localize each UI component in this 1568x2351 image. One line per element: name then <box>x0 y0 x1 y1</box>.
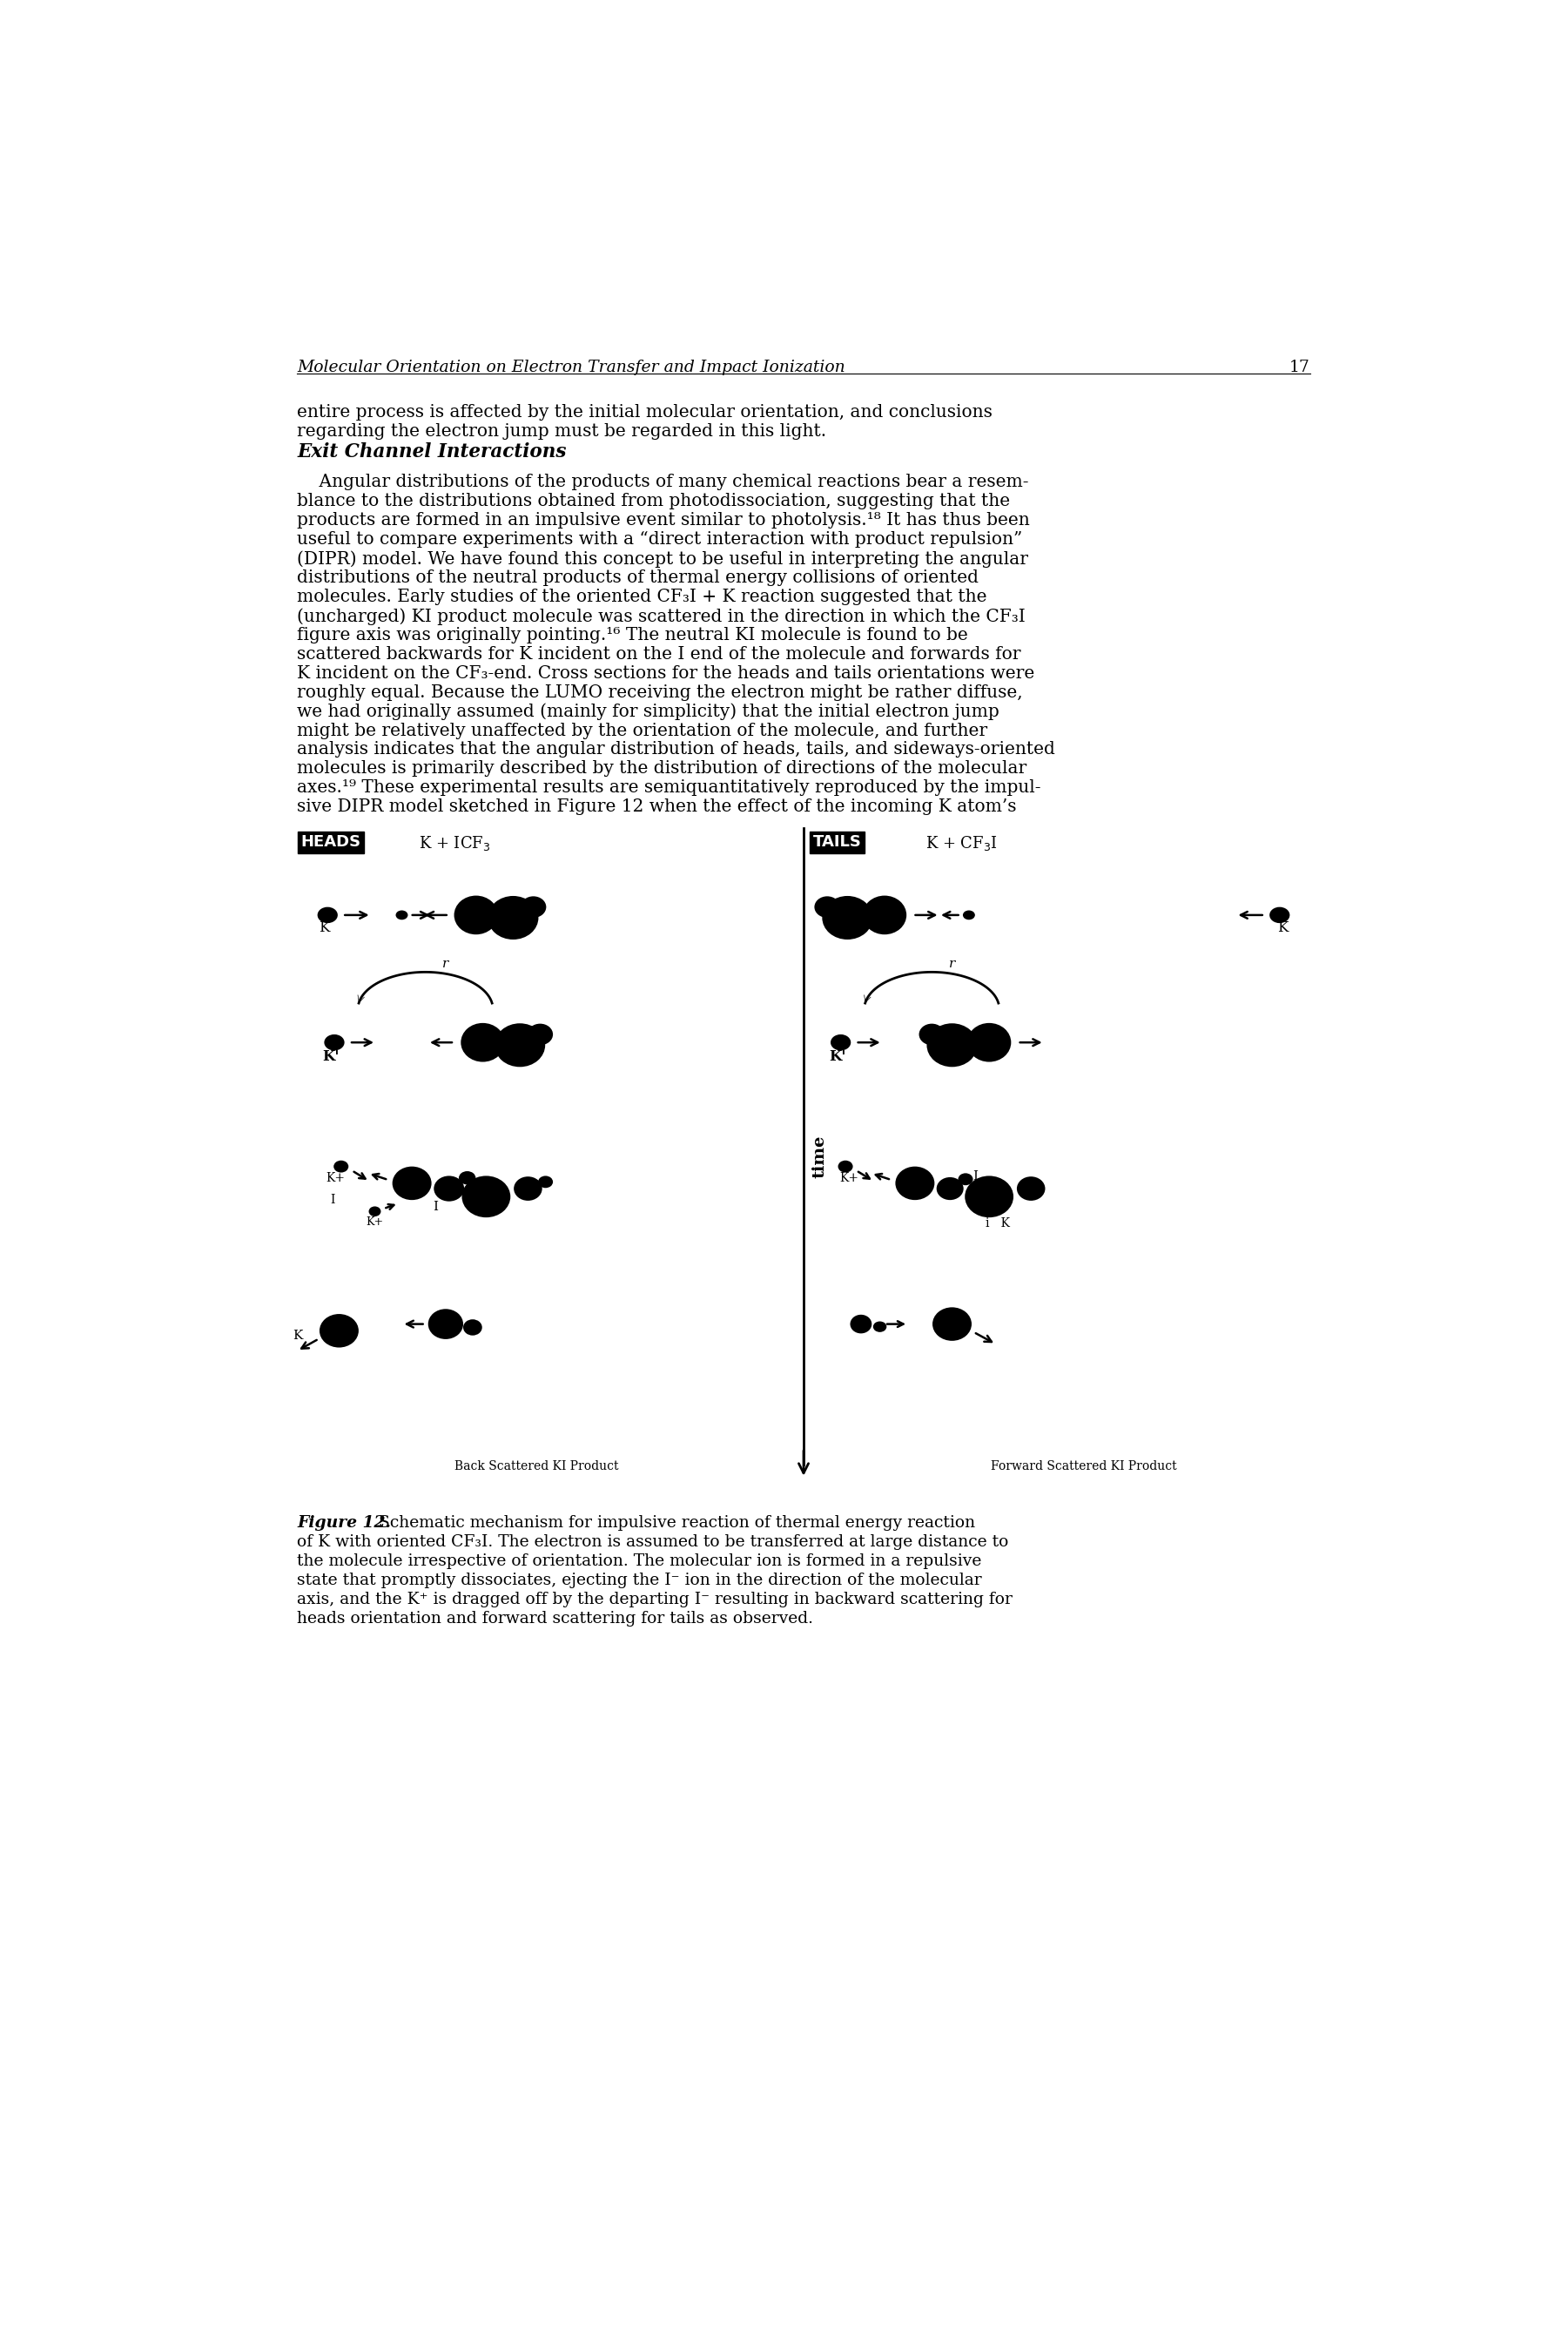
Ellipse shape <box>521 896 546 917</box>
Ellipse shape <box>527 1023 554 1046</box>
Text: K incident on the CF₃-end. Cross sections for the heads and tails orientations w: K incident on the CF₃-end. Cross section… <box>298 665 1035 682</box>
Text: Back Scattered KI Product: Back Scattered KI Product <box>455 1460 619 1472</box>
Ellipse shape <box>967 1023 1011 1063</box>
Ellipse shape <box>494 1023 546 1067</box>
Text: r: r <box>442 957 448 971</box>
Text: I: I <box>433 1201 437 1213</box>
Ellipse shape <box>822 896 873 940</box>
Ellipse shape <box>514 1176 543 1201</box>
Text: regarding the electron jump must be regarded in this light.: regarding the electron jump must be rega… <box>298 423 826 440</box>
Ellipse shape <box>933 1307 972 1340</box>
Ellipse shape <box>850 1314 872 1333</box>
Text: K: K <box>318 922 329 936</box>
Ellipse shape <box>862 896 906 933</box>
Ellipse shape <box>368 1206 381 1215</box>
Text: Forward Scattered KI Product: Forward Scattered KI Product <box>991 1460 1176 1472</box>
Ellipse shape <box>831 1034 851 1051</box>
Ellipse shape <box>1016 1176 1046 1201</box>
Text: I: I <box>974 1171 978 1183</box>
Text: Molecular Orientation on Electron Transfer and Impact Ionization: Molecular Orientation on Electron Transf… <box>298 360 845 374</box>
Text: K + CF$_3$I: K + CF$_3$I <box>925 835 997 853</box>
Text: analysis indicates that the angular distribution of heads, tails, and sideways-o: analysis indicates that the angular dist… <box>298 741 1055 757</box>
Ellipse shape <box>463 1319 481 1335</box>
Text: TAILS: TAILS <box>814 835 862 851</box>
Text: i   K: i K <box>986 1218 1010 1230</box>
Ellipse shape <box>488 896 538 940</box>
Ellipse shape <box>392 1166 431 1199</box>
Ellipse shape <box>873 1321 886 1333</box>
Text: blance to the distributions obtained from photodissociation, suggesting that the: blance to the distributions obtained fro… <box>298 494 1010 510</box>
Text: K': K' <box>323 1049 339 1065</box>
Text: might be relatively unaffected by the orientation of the molecule, and further: might be relatively unaffected by the or… <box>298 722 988 738</box>
Ellipse shape <box>334 1161 348 1173</box>
Text: axes.¹⁹ These experimental results are semiquantitatively reproduced by the impu: axes.¹⁹ These experimental results are s… <box>298 781 1041 797</box>
Text: HEADS: HEADS <box>301 835 361 851</box>
Ellipse shape <box>320 1314 359 1347</box>
Text: K: K <box>1278 922 1289 936</box>
Text: K: K <box>292 1328 303 1342</box>
Text: (DIPR) model. We have found this concept to be useful in interpreting the angula: (DIPR) model. We have found this concept… <box>298 550 1029 567</box>
Text: molecules. Early studies of the oriented CF₃I + K reaction suggested that the: molecules. Early studies of the oriented… <box>298 588 988 604</box>
Ellipse shape <box>895 1166 935 1199</box>
Text: useful to compare experiments with a “direct interaction with product repulsion”: useful to compare experiments with a “di… <box>298 531 1022 548</box>
Text: K+: K+ <box>365 1215 384 1227</box>
Ellipse shape <box>459 1171 475 1185</box>
Ellipse shape <box>538 1176 554 1187</box>
Text: 17: 17 <box>1289 360 1309 374</box>
Ellipse shape <box>325 1034 345 1051</box>
Ellipse shape <box>919 1023 944 1046</box>
Ellipse shape <box>463 1176 511 1218</box>
Ellipse shape <box>958 1173 974 1185</box>
Text: Angular distributions of the products of many chemical reactions bear a resem-: Angular distributions of the products of… <box>298 475 1029 491</box>
Text: we had originally assumed (mainly for simplicity) that the initial electron jump: we had originally assumed (mainly for si… <box>298 703 999 719</box>
Text: the molecule irrespective of orientation. The molecular ion is formed in a repul: the molecule irrespective of orientation… <box>298 1554 982 1568</box>
Ellipse shape <box>461 1023 505 1063</box>
Ellipse shape <box>317 907 337 924</box>
Ellipse shape <box>1270 907 1290 924</box>
Text: r: r <box>949 957 955 971</box>
Text: Figure 12.: Figure 12. <box>298 1514 392 1531</box>
Text: K+: K+ <box>326 1171 345 1185</box>
Text: Schematic mechanism for impulsive reaction of thermal energy reaction: Schematic mechanism for impulsive reacti… <box>368 1514 975 1531</box>
Text: roughly equal. Because the LUMO receiving the electron might be rather diffuse,: roughly equal. Because the LUMO receivin… <box>298 684 1022 701</box>
Text: heads orientation and forward scattering for tails as observed.: heads orientation and forward scattering… <box>298 1610 814 1627</box>
Text: time: time <box>812 1136 828 1178</box>
Ellipse shape <box>434 1176 464 1201</box>
Ellipse shape <box>428 1310 463 1340</box>
Ellipse shape <box>963 910 975 919</box>
Text: molecules is primarily described by the distribution of directions of the molecu: molecules is primarily described by the … <box>298 759 1027 778</box>
Text: entire process is affected by the initial molecular orientation, and conclusions: entire process is affected by the initia… <box>298 404 993 421</box>
Text: of K with oriented CF₃I. The electron is assumed to be transferred at large dist: of K with oriented CF₃I. The electron is… <box>298 1535 1008 1549</box>
Text: figure axis was originally pointing.¹⁶ The neutral KI molecule is found to be: figure axis was originally pointing.¹⁶ T… <box>298 628 969 644</box>
Ellipse shape <box>455 896 499 933</box>
Text: state that promptly dissociates, ejecting the I⁻ ion in the direction of the mol: state that promptly dissociates, ejectin… <box>298 1573 982 1589</box>
Ellipse shape <box>814 896 840 917</box>
Text: K': K' <box>829 1049 845 1065</box>
Ellipse shape <box>927 1023 977 1067</box>
Text: axis, and the K⁺ is dragged off by the departing I⁻ resulting in backward scatte: axis, and the K⁺ is dragged off by the d… <box>298 1592 1013 1608</box>
Ellipse shape <box>964 1176 1013 1218</box>
Text: sive DIPR model sketched in Figure 12 when the effect of the incoming K atom’s: sive DIPR model sketched in Figure 12 wh… <box>298 799 1016 816</box>
Text: Exit Channel Interactions: Exit Channel Interactions <box>298 442 566 461</box>
Ellipse shape <box>395 910 408 919</box>
Ellipse shape <box>837 1161 853 1173</box>
Text: K + ICF$_3$: K + ICF$_3$ <box>419 835 491 853</box>
Ellipse shape <box>936 1178 963 1199</box>
Text: (uncharged) KI product molecule was scattered in the direction in which the CF₃I: (uncharged) KI product molecule was scat… <box>298 607 1025 625</box>
Text: scattered backwards for K incident on the I end of the molecule and forwards for: scattered backwards for K incident on th… <box>298 647 1021 663</box>
Text: distributions of the neutral products of thermal energy collisions of oriented: distributions of the neutral products of… <box>298 569 978 585</box>
Text: products are formed in an impulsive event similar to photolysis.¹⁸ It has thus b: products are formed in an impulsive even… <box>298 513 1030 529</box>
Text: K+: K+ <box>839 1171 858 1185</box>
Text: I: I <box>329 1194 334 1206</box>
